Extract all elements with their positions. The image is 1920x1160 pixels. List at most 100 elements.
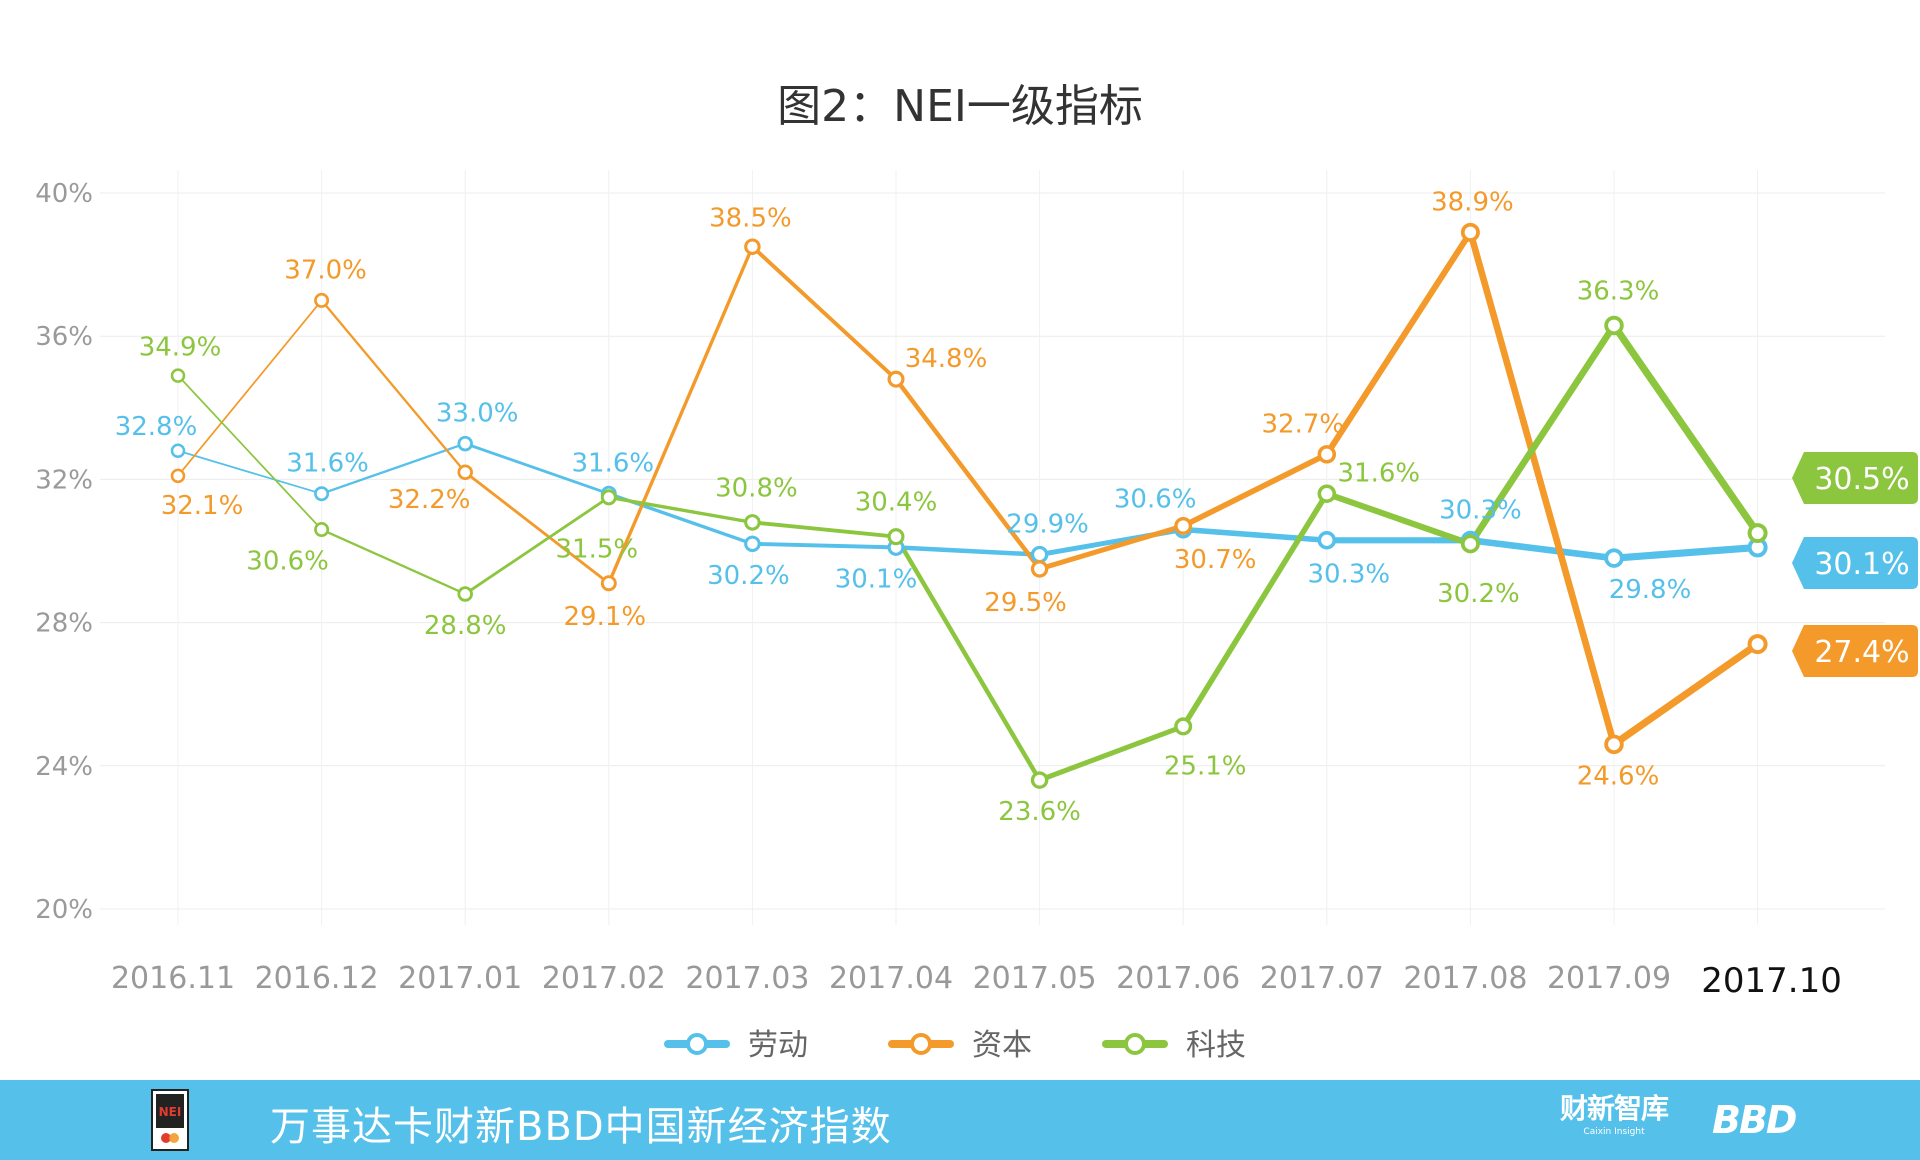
data-label: 30.6% xyxy=(1114,485,1197,515)
data-point xyxy=(1317,445,1337,464)
end-badge-label: 30.1% xyxy=(1814,547,1909,582)
series-segment-资本 xyxy=(607,245,755,585)
data-label: 31.6% xyxy=(1337,459,1420,489)
data-point xyxy=(170,468,186,484)
series-segment-资本 xyxy=(1323,229,1474,458)
legend-label: 科技 xyxy=(1186,1028,1246,1063)
legend-swatch-marker xyxy=(1124,1033,1146,1055)
nei-logo-text: NEI xyxy=(159,1105,182,1119)
series-segment-科技 xyxy=(750,520,898,539)
data-label: 34.8% xyxy=(905,344,988,374)
data-label: 36.3% xyxy=(1577,276,1660,306)
data-label: 32.8% xyxy=(115,412,198,442)
data-point xyxy=(170,368,186,383)
data-label: 30.1% xyxy=(835,564,918,594)
data-point xyxy=(1460,534,1480,554)
data-label: 30.2% xyxy=(1437,579,1520,609)
end-badge-label: 27.4% xyxy=(1814,635,1909,670)
data-point xyxy=(1604,315,1624,336)
footer-bar: NEI 万事达卡财新BBD中国新经济指数 财新智库 Caixin Insight… xyxy=(0,1080,1920,1160)
data-label: 32.1% xyxy=(161,491,244,521)
data-label: 32.2% xyxy=(388,485,471,515)
series-segment-科技 xyxy=(1037,723,1186,783)
series-segment-科技 xyxy=(1180,490,1330,730)
data-label: 29.9% xyxy=(1006,510,1089,540)
x-axis: 2016.11 2016.12 2017.01 2017.02 2017.03 2017.… xyxy=(111,961,1842,1001)
bbd-logo: BBD xyxy=(1712,1098,1797,1142)
series-segment-科技 xyxy=(177,374,323,531)
data-label: 31.6% xyxy=(571,449,654,479)
legend-label: 劳动 xyxy=(748,1028,808,1063)
x-tick-label: 2017.06 xyxy=(1116,961,1240,996)
legend-swatch-marker xyxy=(910,1033,932,1055)
series-segment-劳动 xyxy=(893,545,1042,557)
series-segment-劳动 xyxy=(1610,543,1762,562)
series-segment-科技 xyxy=(1610,321,1762,537)
y-tick-label: 28% xyxy=(35,609,93,639)
data-point xyxy=(887,370,905,388)
end-badges: 30.1% 27.4% 30.5% xyxy=(1792,452,1918,677)
data-label: 30.6% xyxy=(246,547,329,577)
data-point xyxy=(887,528,905,546)
x-tick-label: 2017.05 xyxy=(973,961,1097,996)
series-segment-资本 xyxy=(1610,640,1762,748)
caixin-logo-cn: 财新智库 xyxy=(1560,1092,1669,1125)
series-segment-资本 xyxy=(177,299,323,477)
data-point xyxy=(1317,484,1337,503)
series-segment-资本 xyxy=(1037,523,1186,572)
end-badge-shape xyxy=(1792,625,1918,677)
data-point xyxy=(314,486,330,502)
data-label: 30.8% xyxy=(715,473,798,503)
data-point xyxy=(1317,531,1337,550)
series-segment-资本 xyxy=(893,376,1042,572)
footer-title: 万事达卡财新BBD中国新经济指数 xyxy=(270,1104,892,1150)
nei-logo: NEI xyxy=(151,1089,189,1151)
chart-title: 图2：NEI一级指标 xyxy=(777,81,1143,132)
x-tick-label: 2017.09 xyxy=(1547,961,1671,996)
x-tick-label: 2016.11 xyxy=(111,961,235,996)
x-tick-label: 2017.03 xyxy=(685,961,809,996)
data-point xyxy=(170,443,186,459)
y-tick-label: 40% xyxy=(35,179,93,209)
series-segment-资本 xyxy=(750,244,898,382)
y-axis: 40% 36% 32% 28% 24% 20% xyxy=(35,179,93,925)
data-label: 23.6% xyxy=(998,797,1081,827)
series-segment-劳动 xyxy=(750,541,898,550)
caixin-logo-en: Caixin Insight xyxy=(1583,1127,1645,1137)
data-point xyxy=(314,522,330,538)
data-label: 38.5% xyxy=(709,204,792,234)
series-segment-科技 xyxy=(607,495,755,525)
data-point xyxy=(600,489,617,506)
series-lines xyxy=(177,229,1762,783)
data-point xyxy=(1030,545,1049,564)
series-segment-劳动 xyxy=(1467,536,1618,562)
x-tick-label: 2017.04 xyxy=(829,961,953,996)
data-label: 30.3% xyxy=(1439,495,1522,525)
data-label: 30.4% xyxy=(855,488,938,518)
data-label: 37.0% xyxy=(284,255,367,285)
y-tick-label: 36% xyxy=(35,322,93,352)
data-point xyxy=(457,586,473,602)
legend-item-劳动: 劳动 xyxy=(664,1028,808,1063)
data-point xyxy=(744,238,761,255)
end-badge-科技: 30.5% xyxy=(1792,452,1918,504)
data-label: 29.5% xyxy=(984,588,1067,618)
y-tick-label: 32% xyxy=(35,465,93,495)
end-badge-shape xyxy=(1792,452,1918,504)
data-label: 28.8% xyxy=(424,611,507,641)
data-point xyxy=(314,292,330,308)
data-label: 30.3% xyxy=(1307,559,1390,589)
data-point xyxy=(1174,516,1193,535)
data-point xyxy=(744,514,761,531)
data-point xyxy=(457,435,473,452)
data-point xyxy=(1030,560,1049,578)
x-tick-label: 2016.12 xyxy=(255,961,379,996)
data-point xyxy=(600,575,617,592)
end-badge-资本: 27.4% xyxy=(1792,625,1918,677)
x-tick-label: 2017.02 xyxy=(542,961,666,996)
data-label: 24.6% xyxy=(1577,761,1660,791)
y-tick-label: 24% xyxy=(35,752,93,782)
data-label: 34.9% xyxy=(139,333,222,363)
series-segment-资本 xyxy=(1180,451,1330,529)
legend-item-资本: 资本 xyxy=(888,1028,1032,1063)
